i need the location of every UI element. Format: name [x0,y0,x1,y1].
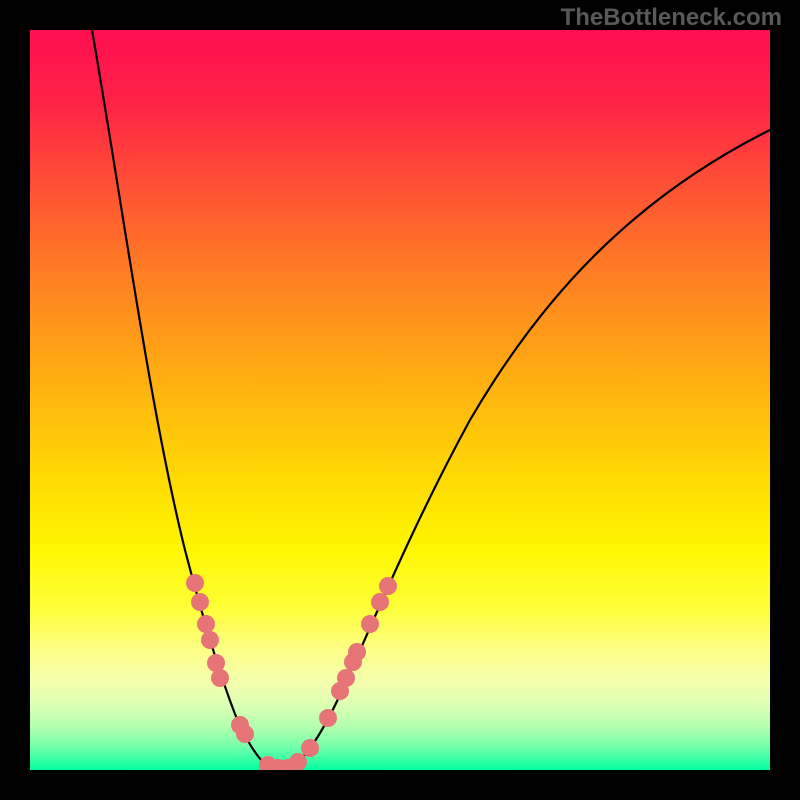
marker-point [186,574,204,592]
plot-svg [30,30,770,770]
marker-point [191,593,209,611]
marker-point [319,709,337,727]
marker-point [361,615,379,633]
marker-point [201,631,219,649]
gradient-background [30,30,770,770]
watermark-text: TheBottleneck.com [561,4,782,32]
marker-point [236,725,254,743]
marker-point [348,643,366,661]
marker-point [211,669,229,687]
marker-point [379,577,397,595]
marker-point [301,739,319,757]
marker-point [337,669,355,687]
plot-area [30,30,770,770]
chart-container: TheBottleneck.com [0,0,800,800]
marker-point [197,615,215,633]
marker-point [371,593,389,611]
